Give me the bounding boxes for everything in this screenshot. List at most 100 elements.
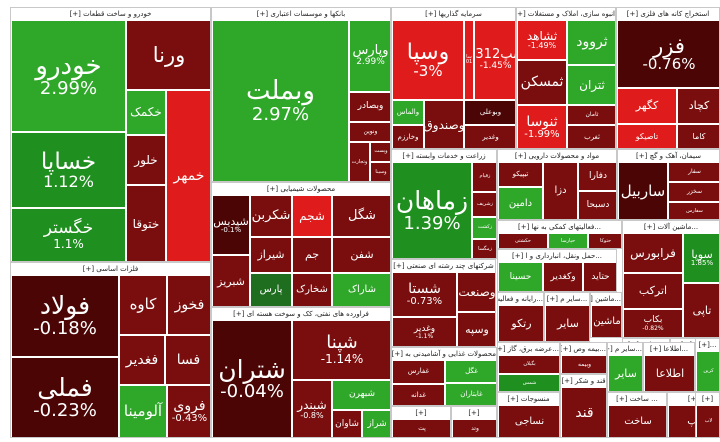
stock-tile-6-2[interactable]: ثنوسا -1.99% <box>517 105 567 148</box>
stock-tile-8-4[interactable]: زمگسا <box>472 239 496 258</box>
stock-tile-9-2[interactable]: دزا <box>543 162 578 219</box>
stock-tile-14-4[interactable]: تاپی <box>683 283 719 337</box>
stock-tile-7-4[interactable]: تاصیکو <box>617 124 677 148</box>
stock-tile-3-2[interactable]: شجم <box>292 195 332 237</box>
sector-header[interactable]: فراورده های نفتی، کک و سوخت هسته ای [+] <box>212 308 390 320</box>
stock-tile-1-0[interactable]: فولاد -0.18% <box>11 275 119 357</box>
stock-tile-26-0[interactable]: نساجی <box>498 405 559 437</box>
stock-tile-3-3[interactable]: شگل <box>332 195 390 237</box>
stock-tile-13-2[interactable]: حتاید <box>583 262 616 291</box>
sector-header[interactable]: سرمایه گذاریها [+] <box>392 8 515 20</box>
stock-tile-3-8[interactable]: شخارک <box>292 273 332 306</box>
sector-header[interactable]: [+] <box>392 407 450 419</box>
stock-tile-25-2[interactable]: غدانه <box>392 384 445 405</box>
stock-tile-20-0[interactable]: بگیلان <box>498 355 559 374</box>
sector-header[interactable]: بانکها و موسسات اعتباری [+] <box>212 8 390 20</box>
sector-header[interactable]: مواد و محصولات دارویی [+] <box>498 150 616 162</box>
stock-tile-6-6[interactable]: ثغرب <box>567 125 615 148</box>
stock-tile-25-0[interactable]: غفارس <box>392 360 445 384</box>
stock-tile-2-5[interactable]: وپست <box>370 142 390 162</box>
sector-header[interactable]: انبوه سازی، املاک و مستغلات [+] <box>517 8 615 20</box>
stock-tile-14-0[interactable]: فرابورس <box>623 233 683 273</box>
sector-header[interactable]: فلزات اساسی [+] <box>11 263 210 275</box>
stock-tile-11-1[interactable]: وغدیر -1.1% <box>392 317 457 346</box>
stock-tile-0-3[interactable]: ورنا <box>126 20 210 90</box>
sector-header[interactable]: ...عرضه برق، گاز [+] <box>498 343 559 355</box>
stock-tile-3-1[interactable]: شکربن <box>250 195 292 237</box>
stock-tile-12-2[interactable]: حتوکا <box>588 233 621 248</box>
sector-header[interactable]: خودرو و ساخت قطعات [+] <box>11 8 210 20</box>
stock-tile-32-0[interactable]: لاب <box>696 405 719 437</box>
stock-tile-17-0[interactable]: ماشین <box>591 305 621 337</box>
stock-tile-8-0[interactable]: زماهان 1.39% <box>392 162 472 258</box>
stock-tile-7-0[interactable]: فزر -0.76% <box>617 20 719 88</box>
stock-tile-0-1[interactable]: خساپا 1.12% <box>11 132 126 208</box>
stock-tile-9-0[interactable]: تیپیکو <box>498 162 543 187</box>
stock-tile-24-0[interactable]: کرین <box>696 351 719 391</box>
stock-tile-7-1[interactable]: کگهر <box>617 88 677 124</box>
stock-tile-4-2[interactable]: شبندر -0.8% <box>292 380 332 437</box>
sector-header[interactable]: سیمان، آهک و گچ [+] <box>618 150 719 162</box>
stock-tile-28-0[interactable]: ساخت <box>608 405 666 437</box>
stock-tile-13-0[interactable]: حسینا <box>498 262 543 291</box>
stock-tile-4-3[interactable]: شبهرن <box>332 380 390 410</box>
sector-header[interactable]: [+] <box>696 393 719 405</box>
sector-header[interactable]: استخراج کانه های فلزی [+] <box>617 8 719 20</box>
stock-tile-3-6[interactable]: شفن <box>332 237 390 273</box>
sector-header[interactable]: ...سایر م [+] <box>608 343 642 355</box>
stock-tile-6-4[interactable]: ثتران <box>567 65 615 105</box>
stock-tile-25-1[interactable]: غگل <box>445 360 496 383</box>
sector-header[interactable]: ...[+] <box>696 339 719 351</box>
stock-tile-0-4[interactable]: خکمک <box>126 90 166 135</box>
stock-tile-31-0[interactable]: وتد <box>452 419 496 437</box>
sector-header[interactable]: زراعت و خدمات وابسته [+] <box>392 150 496 162</box>
sector-header[interactable]: محصولات غذایی و آشامیدنی به [+] <box>392 348 496 360</box>
stock-tile-9-3[interactable]: دفارا <box>578 162 616 191</box>
stock-tile-15-0[interactable]: رتکو <box>498 305 543 341</box>
stock-tile-3-9[interactable]: شاراک <box>332 273 390 306</box>
sector-header[interactable]: محصولات شیمیایی [+] <box>212 183 390 195</box>
stock-tile-3-5[interactable]: جم <box>292 237 332 273</box>
stock-tile-6-1[interactable]: ثمسکن <box>517 60 567 105</box>
stock-tile-5-0[interactable]: وسپا -3% <box>392 20 464 100</box>
stock-tile-9-4[interactable]: دسبحا <box>578 191 616 219</box>
stock-tile-5-5[interactable]: وصندوق <box>424 100 464 148</box>
sector-header[interactable]: [+] <box>452 407 496 419</box>
stock-tile-10-0[interactable]: ساربیل <box>618 162 668 219</box>
stock-tile-1-7[interactable]: فروی -0.43% <box>167 385 210 437</box>
stock-tile-2-0[interactable]: وبملت 2.97% <box>212 20 349 181</box>
stock-tile-5-2[interactable]: سپ0312-1.45% <box>474 20 515 100</box>
sector-header[interactable]: ...بیمه وص [+] <box>561 343 606 355</box>
stock-tile-6-5[interactable]: ثامان <box>567 105 615 125</box>
stock-tile-12-0[interactable]: حکشتی <box>498 233 548 248</box>
stock-tile-23-0[interactable]: اطلاعا <box>644 355 694 391</box>
stock-tile-0-0[interactable]: خودرو 2.99% <box>11 20 126 132</box>
stock-tile-14-1[interactable]: سوپا 1.85% <box>683 233 719 283</box>
sector-header[interactable]: ...ماشین آلات [+] <box>623 221 719 233</box>
stock-tile-1-3[interactable]: فخوز <box>167 275 210 335</box>
stock-tile-13-1[interactable]: وکغدیر <box>543 262 583 291</box>
stock-tile-9-1[interactable]: دامین <box>498 187 543 219</box>
sector-header[interactable]: شرکتهای چند رشته ای صنعتی [+] <box>392 260 495 272</box>
stock-tile-0-2[interactable]: خگستر 1.1% <box>11 208 126 261</box>
stock-tile-4-1[interactable]: شپنا -1.14% <box>292 320 390 380</box>
stock-tile-8-2[interactable]: زشریف <box>472 192 496 217</box>
stock-tile-7-3[interactable]: کاما <box>677 124 719 148</box>
stock-tile-20-1[interactable]: شمس <box>498 374 559 391</box>
stock-tile-12-1[interactable]: حپارسا <box>548 233 588 248</box>
stock-tile-2-2[interactable]: وبصادر <box>349 92 390 122</box>
sector-header[interactable]: ...سایر م [+] <box>545 293 589 305</box>
sector-header[interactable]: منسوجات [+] <box>498 393 559 405</box>
stock-tile-1-2[interactable]: کاوه <box>119 275 167 335</box>
sector-header[interactable]: ...رایانه و فعالیت [+] <box>498 293 543 305</box>
stock-tile-10-1[interactable]: سفار <box>668 162 719 182</box>
stock-tile-3-10[interactable]: شبریز <box>212 255 250 306</box>
stock-tile-14-3[interactable]: بکاب -0.82% <box>623 309 683 337</box>
stock-tile-5-6[interactable]: وبوعلی <box>464 100 515 125</box>
stock-tile-4-4[interactable]: شاوان <box>332 410 362 437</box>
stock-tile-10-3[interactable]: سفارس <box>668 202 719 219</box>
stock-tile-4-0[interactable]: شتران -0.04% <box>212 320 292 437</box>
stock-tile-21-0[interactable]: وبیمه <box>561 355 606 373</box>
stock-tile-1-4[interactable]: فغدیر <box>119 335 165 385</box>
stock-tile-2-4[interactable]: وتجارت <box>349 142 370 181</box>
